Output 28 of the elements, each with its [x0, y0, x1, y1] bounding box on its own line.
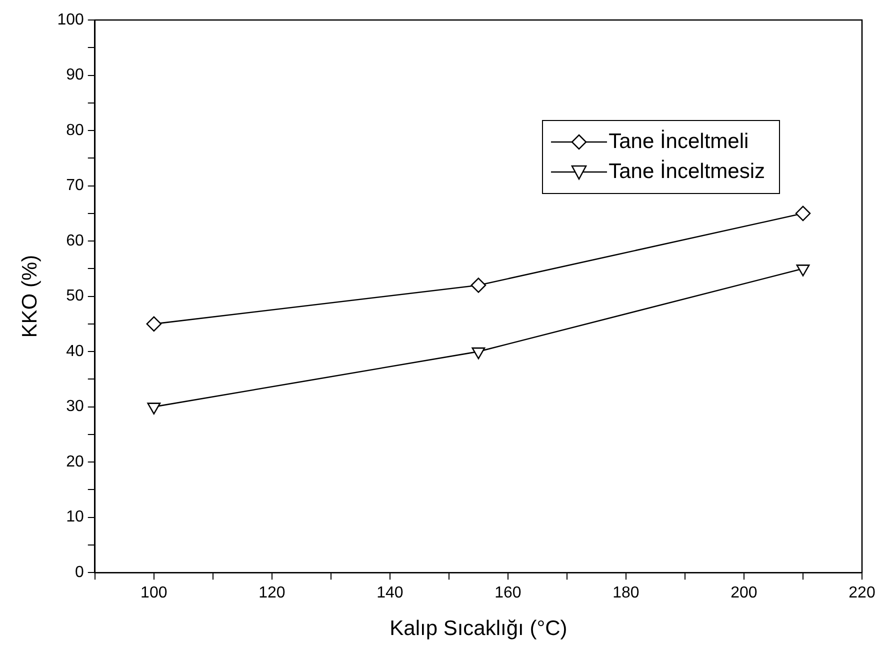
x-tick-label: 140 [376, 584, 404, 602]
legend-label: Tane İnceltmesiz [608, 158, 765, 185]
point [795, 206, 811, 222]
y-tick-label: 20 [66, 453, 84, 470]
y-tick-label: 10 [66, 508, 84, 526]
x-tick-label: 160 [494, 584, 522, 602]
y-tick-label: 80 [66, 122, 84, 139]
x-tick-label: 200 [730, 584, 758, 602]
point [146, 316, 162, 332]
point [470, 278, 486, 293]
y-tick-label: 100 [57, 11, 84, 28]
point [147, 402, 161, 414]
point [796, 264, 810, 276]
x-tick-label: 120 [258, 584, 286, 602]
x-tick-label: 100 [140, 584, 168, 602]
point [472, 347, 486, 360]
y-tick-label: 30 [66, 398, 84, 416]
x-tick-label: 220 [848, 584, 876, 602]
y-tick-label: 40 [66, 342, 84, 360]
x-tick-label: 180 [612, 584, 640, 602]
legend-label: Tane İnceltmeli [608, 128, 749, 155]
y-tick-label: 60 [66, 232, 84, 250]
y-tick-label: 90 [66, 66, 84, 84]
y-tick-label: 50 [66, 288, 84, 305]
x-axis-title: Kalıp Sıcaklığı (°C) [390, 617, 568, 640]
y-axis-title: KKO (%) [18, 254, 42, 338]
y-tick-label: 70 [66, 177, 84, 194]
y-tick-label: 0 [74, 564, 84, 582]
